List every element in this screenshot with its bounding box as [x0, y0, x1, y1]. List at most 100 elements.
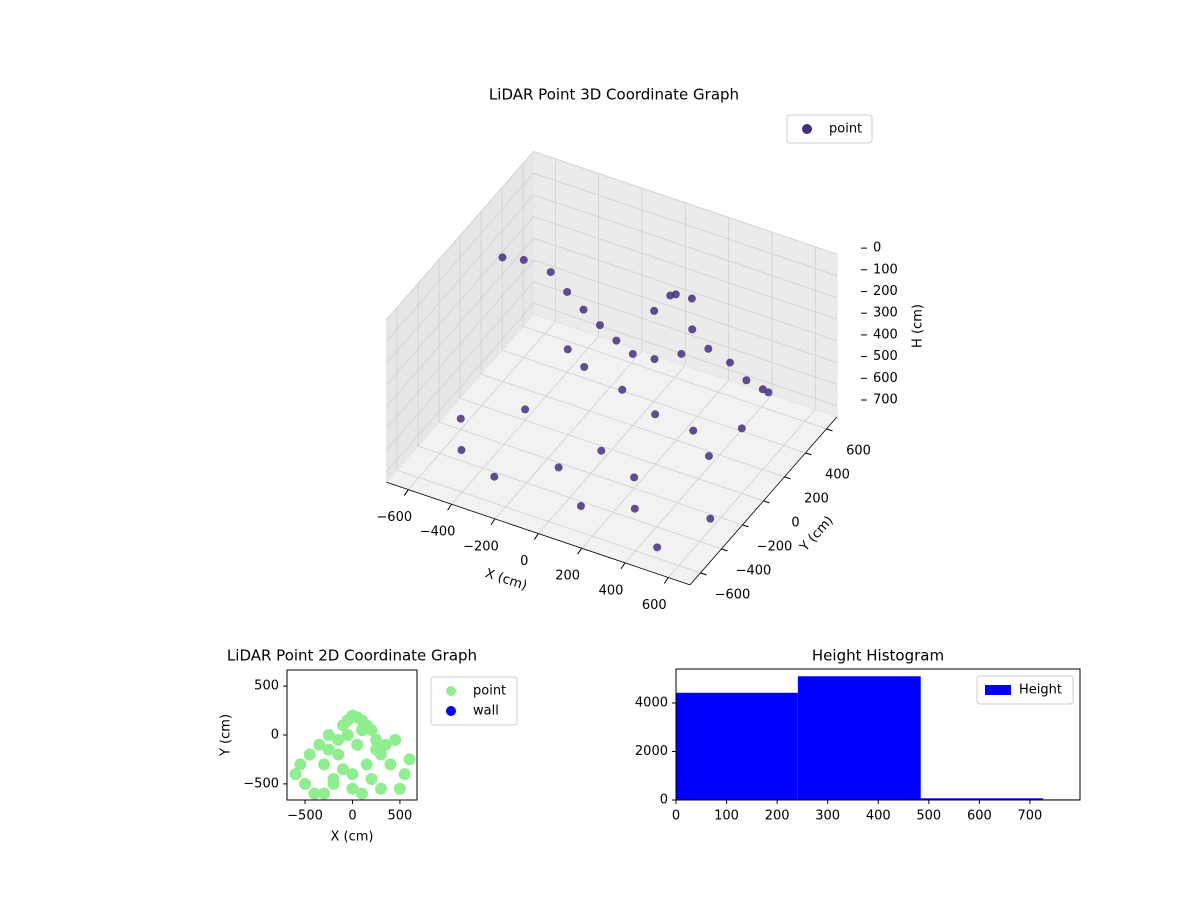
x-axis-label: X (cm)	[483, 566, 529, 594]
grid-line	[386, 194, 534, 364]
y-tick-label: −500	[243, 776, 279, 791]
x-tick-label: 700	[1018, 809, 1043, 824]
point	[650, 306, 659, 315]
y-tick-label: 500	[254, 679, 279, 694]
point	[688, 325, 697, 334]
x-tick	[490, 518, 496, 526]
point	[630, 473, 639, 482]
grid-line	[501, 349, 806, 454]
x-tick-label: −400	[420, 525, 456, 540]
point	[628, 349, 637, 358]
point	[322, 729, 335, 741]
point	[612, 336, 621, 345]
point	[332, 748, 345, 761]
z-tick-label: 700	[873, 393, 898, 408]
point	[365, 724, 378, 737]
legend-label: Height	[1019, 683, 1062, 698]
point	[579, 305, 588, 314]
grid-line	[522, 325, 827, 430]
x-tick	[533, 533, 539, 540]
legend-marker	[446, 706, 456, 716]
point	[365, 772, 378, 785]
x-tick	[663, 577, 669, 584]
bar	[920, 798, 1044, 800]
point	[704, 452, 713, 461]
x-tick-label: 600	[642, 598, 667, 613]
point	[346, 768, 359, 781]
bar	[797, 676, 921, 800]
point	[360, 758, 373, 771]
point	[563, 287, 572, 296]
point	[737, 424, 746, 433]
point	[456, 414, 465, 423]
x-tick-label: 500	[388, 809, 413, 824]
axis-line	[386, 481, 691, 586]
x-tick-label: 0	[348, 809, 356, 824]
grid-line	[386, 238, 534, 407]
grid-line	[438, 421, 743, 526]
grid-line	[459, 397, 764, 502]
grid-line	[533, 259, 838, 363]
x-tick-label: −500	[287, 809, 323, 824]
y-tick	[763, 500, 770, 504]
z-tick-label: 500	[873, 349, 898, 364]
point	[384, 758, 397, 771]
point	[563, 345, 572, 354]
point	[677, 349, 686, 358]
point	[498, 253, 507, 262]
y-tick-label: 0	[660, 793, 668, 808]
chart-title: LiDAR Point 3D Coordinate Graph	[489, 86, 739, 104]
point	[398, 768, 411, 781]
point	[576, 502, 585, 511]
point	[706, 514, 715, 523]
y-tick-label: −600	[715, 587, 751, 602]
axis-line	[689, 416, 838, 586]
y-tick-label: 400	[825, 467, 850, 482]
grid-line	[533, 237, 838, 342]
point	[322, 743, 335, 756]
x-tick	[447, 503, 453, 511]
point	[332, 733, 345, 746]
grid-line	[533, 194, 838, 298]
grid-line	[533, 151, 838, 255]
point	[704, 344, 713, 353]
legend-label: point	[829, 122, 862, 137]
point	[393, 782, 406, 795]
x-tick-label: 600	[967, 809, 992, 824]
legend-box	[976, 675, 1074, 705]
point	[595, 321, 604, 330]
grid-line	[386, 281, 534, 450]
grid-line	[417, 445, 722, 550]
y-tick	[805, 452, 812, 456]
point	[651, 410, 660, 419]
z-tick-label: 200	[873, 284, 898, 299]
y-tick-label: −200	[757, 539, 793, 554]
x-tick	[620, 562, 626, 570]
point	[355, 787, 368, 800]
z-tick-label: 400	[873, 327, 898, 342]
point	[554, 463, 563, 472]
z-tick-label: 0	[873, 241, 881, 256]
y-tick-label: 600	[846, 443, 871, 458]
x-tick-label: 400	[599, 583, 624, 598]
y-tick-label: 0	[791, 515, 799, 530]
z-tick-label: 600	[873, 371, 898, 386]
point	[630, 504, 639, 513]
plot-area	[289, 709, 416, 800]
x-axis-label: X (cm)	[331, 830, 374, 845]
legend-label: point	[473, 684, 506, 699]
point	[597, 446, 606, 455]
z-axis-label: H (cm)	[911, 304, 926, 348]
point	[389, 733, 402, 746]
x-tick	[577, 547, 583, 555]
point	[308, 787, 321, 800]
legend-marker	[446, 686, 456, 696]
y-tick	[826, 428, 833, 432]
grid-line	[386, 259, 534, 429]
point	[725, 358, 734, 367]
chart-title: LiDAR Point 2D Coordinate Graph	[227, 647, 477, 665]
point	[666, 291, 675, 300]
point	[299, 777, 312, 790]
point	[336, 763, 349, 776]
